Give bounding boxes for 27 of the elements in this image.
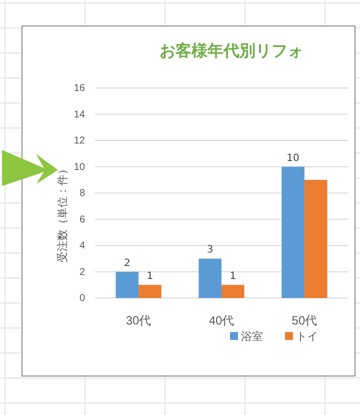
legend-label: トイ [296, 330, 318, 343]
bar [222, 284, 244, 298]
data-label: 1 [146, 270, 154, 282]
y-tick-label: 0 [79, 293, 86, 304]
bar [304, 180, 328, 298]
data-label: 2 [124, 258, 130, 269]
bar [138, 284, 162, 298]
y-tick-label: 14 [74, 109, 86, 120]
y-tick-label: 12 [74, 136, 86, 147]
x-tick-label: 30代 [126, 314, 152, 328]
y-tick-label: 10 [74, 162, 86, 173]
y-tick-label: 2 [79, 266, 86, 278]
legend-label: 浴室 [241, 330, 263, 343]
y-tick-label: 8 [79, 188, 86, 200]
bar [282, 166, 304, 298]
data-label: 1 [230, 270, 236, 282]
y-tick-label: 4 [79, 240, 86, 252]
x-tick-label: 50代 [292, 314, 318, 328]
data-label: 10 [286, 152, 300, 164]
y-tick-label: 6 [79, 214, 86, 226]
y-tick-label: 16 [74, 83, 86, 94]
bar [198, 258, 222, 298]
y-axis-title: 受注数（単位：件） [56, 164, 69, 262]
x-tick-label: 40代 [208, 314, 234, 328]
data-label: 3 [206, 244, 214, 256]
chart-title: お客様年代別リフォ [160, 41, 304, 60]
bar [116, 272, 139, 298]
